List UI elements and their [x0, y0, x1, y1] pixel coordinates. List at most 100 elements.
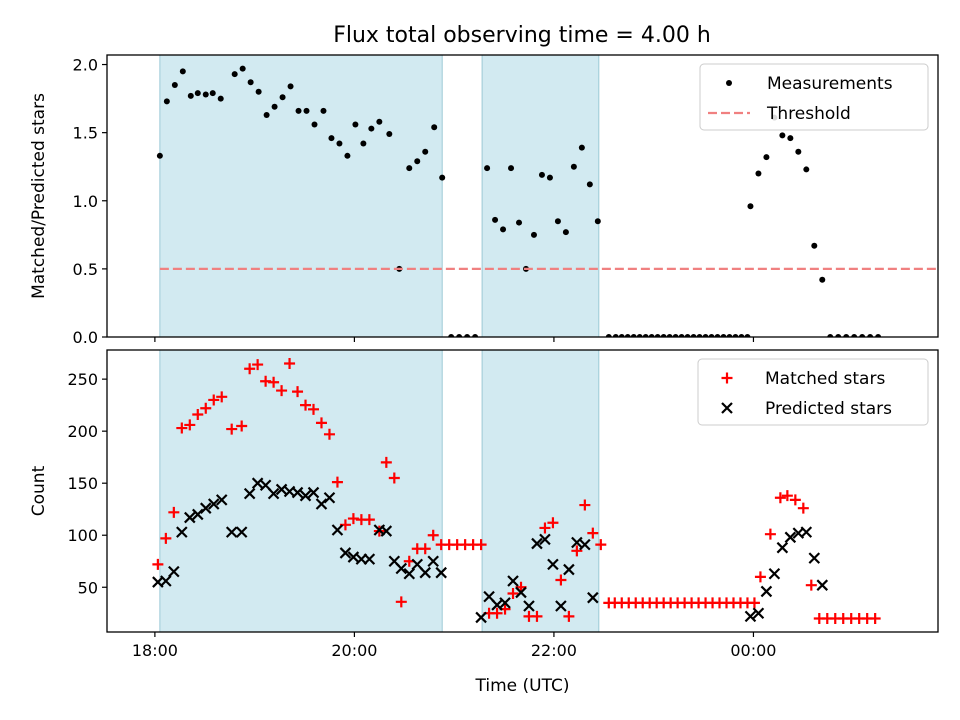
data-point	[579, 538, 591, 551]
data-point	[344, 152, 351, 159]
data-point	[507, 575, 519, 587]
data-point	[499, 597, 511, 609]
data-point	[594, 218, 601, 225]
data-point	[439, 174, 446, 181]
x-tick-label: 00:00	[730, 641, 776, 660]
y-axis-label: Matched/Predicted stars	[29, 93, 49, 299]
y-tick-label: 150	[67, 474, 98, 493]
data-point	[287, 83, 294, 90]
data-point	[764, 528, 776, 540]
data-point	[875, 334, 882, 337]
data-point	[263, 111, 270, 118]
data-point	[152, 558, 164, 570]
x-tick-label: 18:00	[132, 641, 178, 660]
x-axis-label: Time (UTC)	[475, 676, 570, 696]
data-point	[320, 107, 327, 114]
data-point	[774, 492, 786, 504]
data-point	[472, 334, 479, 337]
data-point	[803, 166, 810, 173]
legend: Matched stars Predicted stars	[697, 358, 929, 426]
data-point	[315, 417, 327, 429]
legend-swatch-plus	[721, 372, 733, 384]
data-point	[726, 334, 733, 337]
series-matched-stars	[152, 358, 881, 624]
data-point	[303, 107, 310, 114]
legend-label: Threshold	[766, 104, 851, 124]
data-point	[187, 92, 194, 99]
data-point	[570, 163, 577, 170]
data-point	[247, 79, 254, 86]
data-point	[507, 587, 519, 599]
data-point	[752, 607, 765, 620]
data-point	[427, 529, 439, 541]
data-point	[171, 81, 178, 88]
data-point	[808, 552, 821, 564]
legend-label: Matched stars	[765, 369, 885, 389]
plot-area	[156, 55, 938, 337]
data-point	[331, 524, 344, 536]
y-tick-label: 1.0	[73, 192, 98, 211]
data-point	[208, 394, 220, 406]
data-point	[184, 511, 196, 524]
shaded-span	[481, 55, 600, 337]
y-tick-label: 0.0	[73, 328, 98, 347]
data-point	[654, 334, 661, 337]
data-point	[763, 154, 770, 161]
panel-ratio: 0.0 0.5 1.0 1.5 2.0 Matched/Predicted stars Me…	[29, 54, 939, 347]
data-point	[176, 422, 188, 434]
data-point	[579, 499, 591, 511]
data-point	[363, 514, 375, 526]
data-point	[331, 476, 343, 488]
data-point	[168, 506, 180, 518]
data-point	[571, 545, 583, 557]
data-point	[215, 494, 228, 506]
data-point	[268, 376, 280, 388]
data-point	[168, 565, 180, 578]
data-point	[636, 334, 643, 337]
data-point	[199, 502, 212, 514]
data-point	[403, 567, 416, 580]
data-point	[475, 611, 487, 624]
data-point	[859, 334, 866, 337]
data-point	[307, 486, 320, 499]
data-point	[851, 334, 858, 337]
data-point	[720, 334, 727, 337]
data-point	[209, 90, 216, 97]
data-point	[768, 567, 781, 580]
data-point	[427, 555, 439, 568]
plot-area	[152, 350, 881, 632]
data-point	[795, 148, 802, 155]
data-point	[747, 203, 754, 210]
data-point	[160, 532, 172, 544]
series-measurements	[156, 65, 882, 337]
data-point	[255, 88, 262, 95]
data-point	[732, 334, 739, 337]
data-point	[386, 131, 393, 138]
data-point	[787, 135, 794, 142]
data-point	[827, 334, 834, 337]
data-point	[867, 334, 874, 337]
data-point	[660, 334, 667, 337]
data-point	[315, 498, 328, 510]
data-point	[184, 419, 196, 431]
data-point	[555, 600, 567, 612]
legend-label: Measurements	[767, 74, 893, 94]
data-point	[484, 165, 491, 172]
data-point	[279, 94, 286, 101]
x-tick-label: 20:00	[331, 641, 377, 660]
data-point	[475, 539, 487, 551]
data-point	[284, 358, 296, 370]
data-point	[192, 508, 204, 521]
data-point	[194, 90, 201, 97]
data-point	[738, 334, 745, 337]
data-point	[291, 486, 304, 499]
data-point	[163, 98, 170, 105]
data-point	[235, 526, 248, 538]
data-point	[563, 563, 575, 576]
data-point	[323, 491, 336, 504]
data-point	[244, 363, 256, 375]
data-point	[267, 487, 280, 500]
data-point	[605, 334, 612, 337]
data-point	[702, 334, 709, 337]
